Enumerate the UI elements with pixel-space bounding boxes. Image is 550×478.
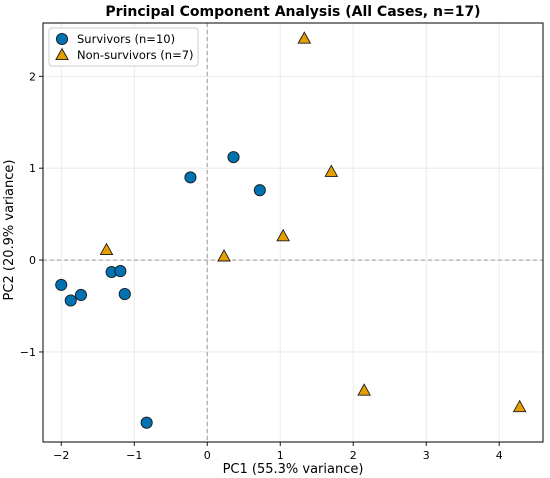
survivor-point	[227, 151, 240, 164]
non-survivor-point	[512, 399, 527, 413]
plot-frame	[42, 22, 544, 443]
legend-circle-marker	[55, 32, 69, 46]
survivor-point	[118, 288, 131, 301]
survivor-point	[74, 288, 88, 302]
y-tick-label: 2	[29, 70, 36, 83]
x-axis-label: PC1 (55.3% variance)	[223, 462, 364, 477]
y-axis-label: PC2 (20.9% variance)	[2, 160, 17, 301]
legend-box	[48, 27, 199, 67]
x-tick-label: 0	[204, 449, 211, 462]
plot-area: −2 −1 0 1 2 3 4 −1 0 1 2	[20, 22, 544, 462]
survivor-point	[64, 294, 77, 307]
x-tick-label: 4	[496, 449, 503, 462]
legend: Survivors (n=10) Non-survivors (n=7)	[48, 27, 199, 67]
x-tick-label: −2	[53, 449, 69, 462]
non-survivor-point	[217, 249, 231, 262]
survivor-point	[114, 265, 127, 278]
survivor-point	[140, 416, 153, 429]
y-tick-label: 1	[29, 162, 36, 175]
legend-label: Survivors (n=10)	[77, 32, 175, 46]
x-tick-label: 1	[277, 449, 284, 462]
non-survivor-point	[357, 383, 372, 396]
x-tick-label: 3	[423, 449, 430, 462]
survivor-point	[253, 184, 266, 197]
legend-label: Non-survivors (n=7)	[77, 48, 194, 62]
non-survivor-point	[324, 164, 339, 177]
y-tick-label: 0	[29, 254, 36, 267]
x-tick-label: −1	[126, 449, 142, 462]
non-survivor-point	[99, 242, 114, 256]
survivor-point	[55, 278, 68, 291]
survivor-point	[184, 171, 197, 184]
non-survivor-point	[276, 228, 290, 242]
y-tick-label: −1	[20, 346, 36, 359]
legend-triangle-marker	[55, 47, 69, 61]
non-survivor-point	[297, 31, 312, 44]
x-tick-label: 2	[350, 449, 357, 462]
chart-title: Principal Component Analysis (All Cases,…	[105, 4, 480, 20]
